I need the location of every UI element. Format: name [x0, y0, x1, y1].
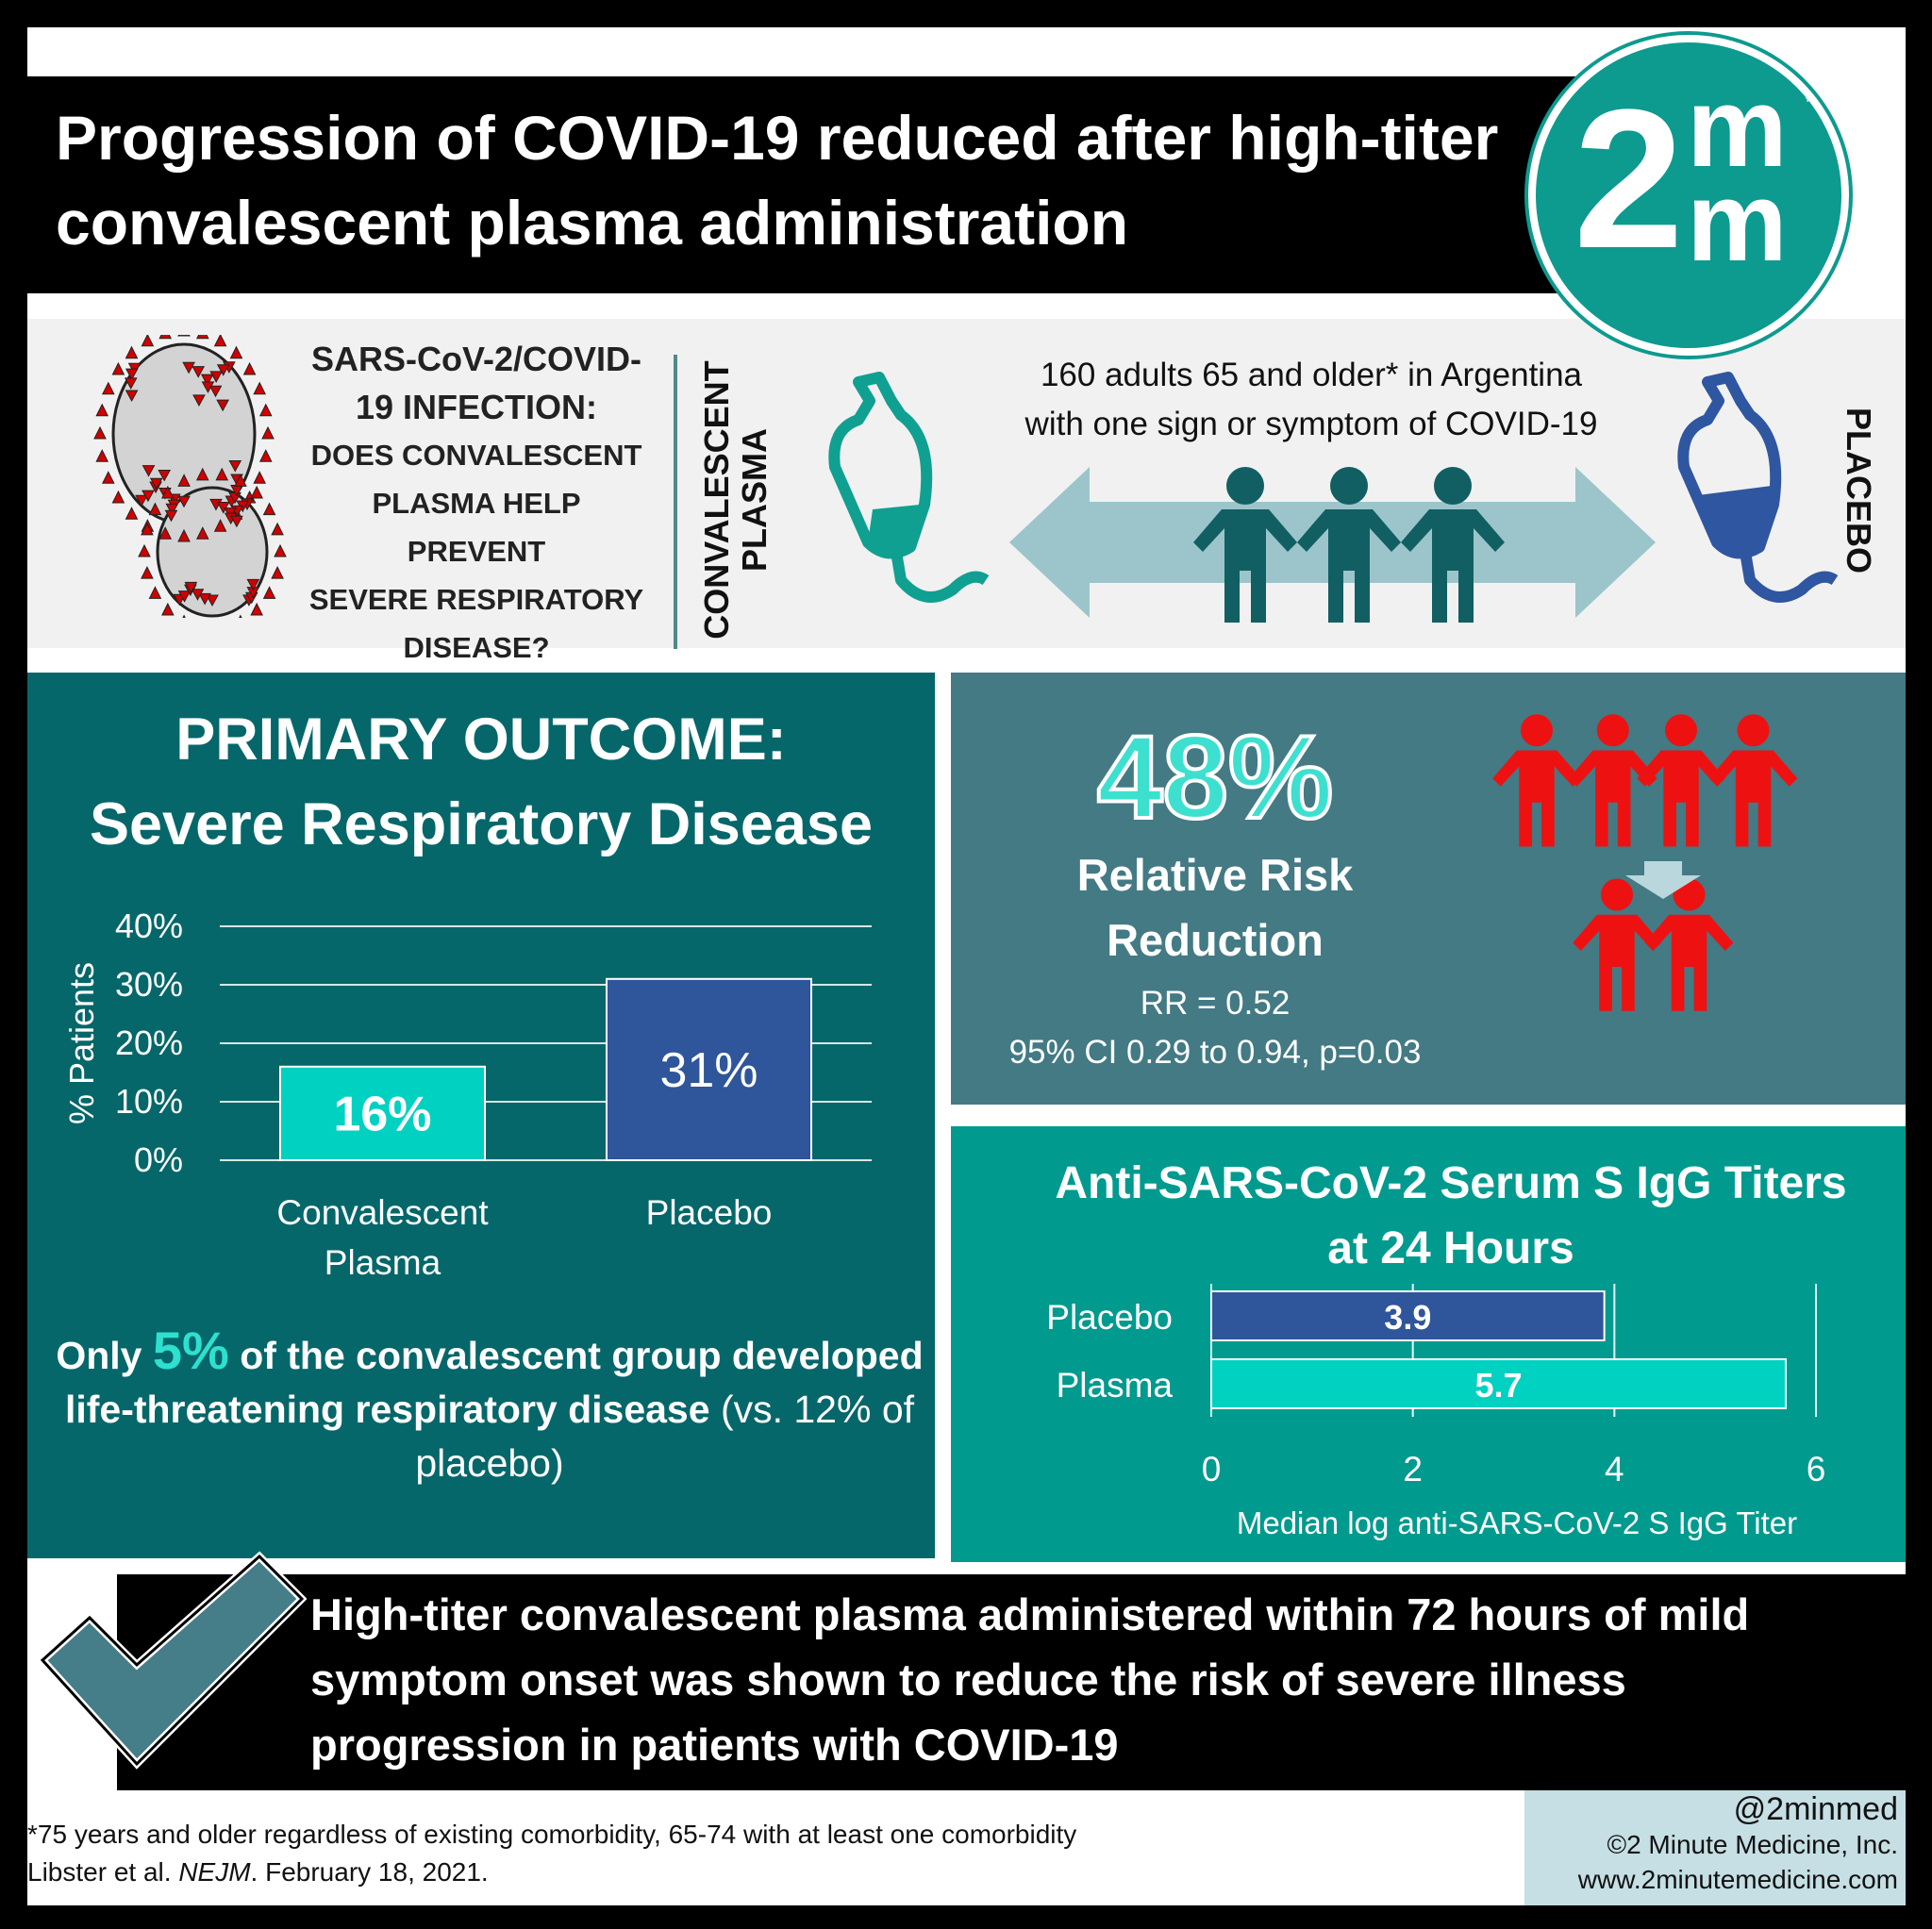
- conclusion-line: progression in patients with COVID-19: [310, 1720, 1119, 1770]
- y-tick-label: 30%: [115, 965, 183, 1004]
- arm-label-placebo: PLACEBO: [1840, 407, 1879, 574]
- copyright: ©2 Minute Medicine, Inc.: [1607, 1830, 1898, 1859]
- bar-data-label: 3.9: [1384, 1298, 1431, 1337]
- x-category-label: Placebo: [646, 1193, 773, 1232]
- rr-value: RR = 0.52: [1140, 985, 1291, 1022]
- rrr-label: Relative Risk Reduction: [1008, 842, 1423, 973]
- life-threatening-note: Only 5% of the convalescent group develo…: [56, 1323, 924, 1490]
- citation: Libster et al. NEJM. February 18, 2021.: [27, 1854, 1076, 1891]
- x-tick-label: 2: [1403, 1450, 1423, 1488]
- population-line: 160 adults 65 and older* in Argentina: [1040, 357, 1583, 393]
- note-tail: (vs. 12% of placebo): [415, 1388, 915, 1485]
- bar: [606, 977, 812, 1161]
- conclusion-line: symptom onset was shown to reduce the ri…: [310, 1655, 1626, 1705]
- rrr-label-line: Reduction: [1107, 915, 1324, 965]
- rrr-value: 48%: [1095, 710, 1335, 845]
- population-line: with one sign or symptom of COVID-19: [1024, 406, 1598, 442]
- x-tick-label: 4: [1605, 1450, 1624, 1488]
- note-text: Only: [56, 1334, 153, 1377]
- logo-m1: m: [1687, 64, 1788, 191]
- logo-2: 2: [1574, 68, 1684, 290]
- risk-reduction-people-icon: [1492, 714, 1798, 1011]
- citation-journal: NEJM: [178, 1857, 251, 1887]
- citation-authors: Libster et al.: [27, 1857, 179, 1887]
- checkmark-icon: [37, 1551, 307, 1770]
- rrr-label-line: Relative Risk: [1076, 850, 1354, 900]
- severe-disease-bar-chart: 0% 10% 20% 30% 40% % Patients 16% Convalescent P…: [62, 906, 872, 1282]
- question-line: DOES CONVALESCENT: [310, 439, 642, 472]
- placebo-bag-icon: [1677, 372, 1839, 603]
- igg-titer-panel: [951, 1126, 1906, 1562]
- y-category-label: Plasma: [1057, 1366, 1174, 1405]
- conclusion-banner: High-titer convalescent plasma administe…: [117, 1574, 1906, 1790]
- question-line: PLASMA HELP PREVENT: [372, 487, 581, 568]
- bar: [279, 1065, 486, 1161]
- virus-icon: [93, 335, 287, 618]
- logo-tm: ™: [1805, 94, 1818, 109]
- y-tick-label: 10%: [115, 1082, 183, 1121]
- x-tick-label: 0: [1202, 1450, 1222, 1488]
- social-handle: @2minmed: [1733, 1791, 1898, 1827]
- igg-titer-bar-chart: Anti-SARS-CoV-2 Serum S IgG Titers at 24 …: [1046, 1158, 1846, 1540]
- page-title: Progression of COVID-19 reduced after hi…: [27, 76, 1612, 293]
- rr-stats: RR = 0.52 95% CI 0.29 to 0.94, p=0.03: [951, 979, 1479, 1077]
- question-line: 19 INFECTION:: [355, 388, 598, 426]
- y-category-label: Placebo: [1046, 1298, 1173, 1337]
- bar-data-label: 5.7: [1474, 1366, 1522, 1405]
- y-axis-label: % Patients: [62, 962, 101, 1124]
- primary-subheading: Severe Respiratory Disease: [89, 791, 873, 857]
- footnotes: *75 years and older regardless of existi…: [27, 1816, 1076, 1891]
- conclusion-line: High-titer convalescent plasma administe…: [310, 1589, 1750, 1639]
- footnote: *75 years and older regardless of existi…: [27, 1820, 1077, 1849]
- chart-title: at 24 Hours: [1327, 1223, 1574, 1273]
- note-text: of the convalescent group developed life…: [64, 1334, 924, 1431]
- note-highlight: 5%: [152, 1321, 229, 1380]
- bar-data-label: 16%: [333, 1087, 431, 1141]
- question-line: DISEASE?: [403, 631, 550, 664]
- logo-m2: m: [1687, 158, 1788, 285]
- research-question: SARS-CoV-2/COVID- 19 INFECTION: DOES CON…: [302, 335, 651, 672]
- title-line-1: Progression of COVID-19 reduced after hi…: [56, 103, 1499, 173]
- question-line: SEVERE RESPIRATORY: [308, 583, 644, 616]
- chart-title: Anti-SARS-CoV-2 Serum S IgG Titers: [1055, 1158, 1846, 1208]
- title-line-2: convalescent plasma administration: [56, 188, 1129, 258]
- y-tick-label: 20%: [115, 1023, 183, 1062]
- website-link[interactable]: www.2minutemedicine.com: [1577, 1865, 1898, 1894]
- bar-data-label: 31%: [659, 1043, 758, 1098]
- x-category-label: Plasma: [325, 1243, 441, 1282]
- question-line: SARS-CoV-2/COVID-: [310, 340, 642, 378]
- population-description: 160 adults 65 and older* in Argentina wi…: [962, 351, 1660, 449]
- y-tick-label: 0%: [134, 1140, 183, 1179]
- y-tick-label: 40%: [115, 906, 183, 945]
- participants-icon: [1193, 467, 1505, 623]
- bar: [1210, 1358, 1787, 1409]
- x-category-label: Convalescent: [276, 1193, 489, 1232]
- relative-risk-panel: 48% Relative Risk Reduction RR = 0.52 95% …: [951, 673, 1906, 1105]
- x-axis-label: Median log anti-SARS-CoV-2 S IgG Titer: [1237, 1505, 1797, 1540]
- ci-value: 95% CI 0.29 to 0.94, p=0.03: [1008, 1034, 1422, 1071]
- x-tick-label: 6: [1807, 1450, 1826, 1488]
- 2minutemedicine-logo: 2 m m ™: [1528, 35, 1849, 356]
- citation-date: . February 18, 2021.: [250, 1857, 489, 1887]
- plasma-bag-icon: [828, 372, 990, 603]
- primary-heading: PRIMARY OUTCOME:: [175, 707, 787, 773]
- bar: [1210, 1290, 1606, 1341]
- credit-box: @2minmed ©2 Minute Medicine, Inc. www.2m…: [1524, 1790, 1906, 1905]
- divider: [674, 355, 677, 649]
- arm-label-plasma: CONVALESCENT PLASMA: [697, 360, 774, 640]
